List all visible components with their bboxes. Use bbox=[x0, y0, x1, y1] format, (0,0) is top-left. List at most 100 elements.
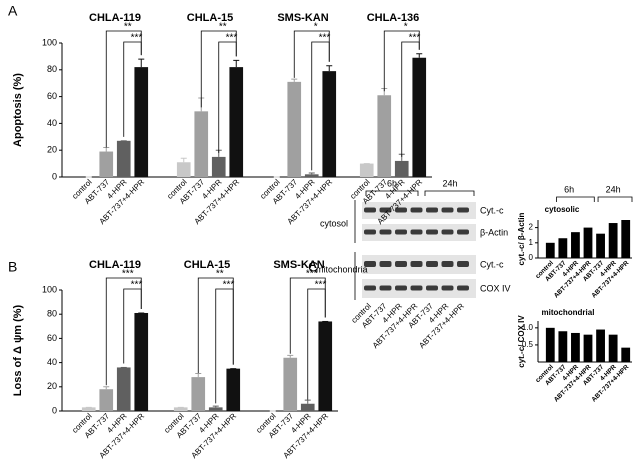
panel-label: C bbox=[308, 259, 318, 275]
significance-label: ** bbox=[219, 22, 227, 33]
band bbox=[379, 207, 392, 213]
bar bbox=[229, 67, 244, 177]
y-tick-label: 20 bbox=[47, 381, 57, 391]
error-bar bbox=[195, 372, 202, 378]
significance-bracket bbox=[311, 41, 330, 171]
y-tick-label: 0 bbox=[52, 405, 57, 415]
band bbox=[410, 229, 423, 235]
error-bar bbox=[416, 53, 423, 58]
y-tick-label: 80 bbox=[47, 64, 57, 74]
band bbox=[364, 261, 376, 267]
band bbox=[379, 261, 392, 267]
significance-label: ** bbox=[216, 269, 224, 280]
error-bar bbox=[287, 354, 294, 358]
bar bbox=[377, 95, 392, 177]
significance-label: *** bbox=[409, 33, 421, 44]
y-tick-label: 80 bbox=[47, 309, 57, 319]
significance-label: *** bbox=[122, 269, 134, 280]
band bbox=[395, 229, 407, 235]
bar bbox=[571, 232, 580, 258]
band bbox=[457, 261, 469, 267]
y-axis-label: Loss of Δ ψm (%) bbox=[12, 304, 24, 396]
band bbox=[441, 207, 454, 213]
y-axis-label: cyt.-c/ β-Actin bbox=[517, 212, 526, 265]
panel-label: A bbox=[8, 3, 18, 19]
blot: 6h 24h Cyt.-c β-Actin Cyt.-c COX IV cyto… bbox=[316, 178, 511, 300]
bar bbox=[558, 331, 568, 362]
bar bbox=[608, 334, 618, 362]
band bbox=[426, 207, 438, 213]
bar bbox=[116, 140, 131, 177]
y-tick-label: 60 bbox=[47, 333, 57, 343]
panel-label: B bbox=[8, 259, 17, 275]
bar bbox=[134, 67, 149, 177]
band bbox=[364, 229, 376, 235]
bar bbox=[99, 389, 114, 411]
chart-title: CHLA-119 bbox=[89, 12, 141, 24]
significance-bracket bbox=[383, 30, 420, 92]
bar bbox=[81, 407, 96, 411]
bar bbox=[596, 233, 605, 258]
significance-label: *** bbox=[319, 33, 331, 44]
bar bbox=[173, 407, 188, 411]
y-tick-label: 100 bbox=[42, 284, 57, 294]
y-tick-label: 40 bbox=[47, 118, 57, 128]
significance-label: *** bbox=[131, 280, 143, 291]
band bbox=[426, 261, 438, 267]
significance-label: *** bbox=[306, 269, 318, 280]
bracket bbox=[365, 190, 475, 196]
bar bbox=[194, 111, 209, 177]
error-bar bbox=[103, 147, 110, 152]
error-bar bbox=[308, 172, 315, 175]
band bbox=[410, 285, 423, 291]
bar bbox=[304, 174, 319, 177]
chart-title: CHLA-15 bbox=[184, 259, 230, 271]
y-tick-label: 100 bbox=[42, 37, 57, 47]
error-bar bbox=[212, 405, 219, 408]
bar bbox=[621, 220, 631, 258]
time-label: 24h bbox=[442, 178, 457, 188]
significance-label: *** bbox=[131, 33, 143, 44]
y-tick-label: 40 bbox=[47, 357, 57, 367]
band bbox=[441, 229, 454, 235]
protein-label: Cyt.-c bbox=[480, 259, 504, 269]
bar bbox=[283, 357, 298, 411]
protein-label: Cyt.-c bbox=[480, 205, 504, 215]
bar bbox=[571, 332, 580, 362]
error-bar bbox=[304, 399, 311, 404]
y-tick-label: 0 bbox=[52, 171, 57, 181]
bar bbox=[134, 312, 149, 411]
bar bbox=[211, 156, 226, 177]
bar bbox=[116, 367, 131, 411]
bar bbox=[596, 329, 605, 362]
band bbox=[426, 285, 438, 291]
bar bbox=[583, 334, 593, 362]
bar bbox=[191, 377, 206, 411]
bar bbox=[558, 238, 568, 258]
significance-label: * bbox=[314, 22, 318, 33]
protein-label: COX IV bbox=[480, 283, 511, 293]
significance-bracket bbox=[218, 41, 237, 153]
error-bar bbox=[138, 58, 145, 68]
band bbox=[457, 229, 469, 235]
chart-title: CHLA-15 bbox=[187, 12, 233, 24]
bar bbox=[318, 321, 333, 411]
bar bbox=[226, 368, 241, 411]
band bbox=[395, 285, 407, 291]
significance-bracket bbox=[307, 288, 326, 400]
chart-title: SMS-KAN bbox=[273, 259, 324, 271]
bar bbox=[176, 162, 191, 177]
bar bbox=[300, 403, 315, 411]
y-tick-label: 20 bbox=[47, 145, 57, 155]
bar bbox=[608, 223, 618, 258]
bar bbox=[412, 57, 427, 177]
significance-label: *** bbox=[223, 280, 235, 291]
band bbox=[457, 285, 469, 291]
y-axis-label: Apoptosis (%) bbox=[12, 73, 24, 147]
fraction-label: mitochondria bbox=[316, 264, 368, 274]
significance-label: *** bbox=[226, 33, 238, 44]
bar bbox=[287, 81, 302, 177]
y-tick-label: 0 bbox=[529, 253, 534, 262]
band bbox=[364, 207, 376, 213]
